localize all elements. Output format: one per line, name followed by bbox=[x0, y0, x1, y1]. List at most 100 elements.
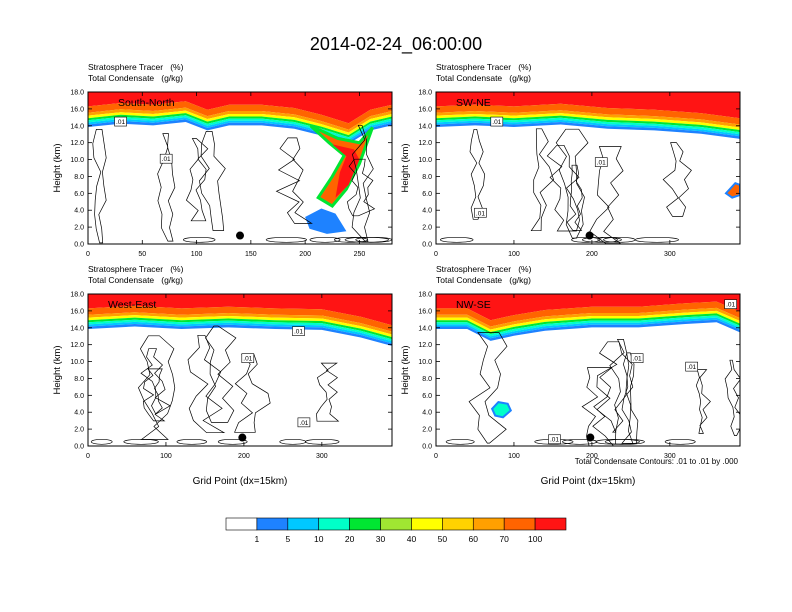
svg-text:.01: .01 bbox=[687, 364, 696, 371]
location-marker bbox=[586, 433, 595, 442]
colorbar-label: 40 bbox=[407, 534, 417, 544]
y-tick-label: 6.0 bbox=[74, 191, 84, 198]
svg-text:.01: .01 bbox=[492, 119, 501, 126]
y-tick-label: 0.0 bbox=[422, 242, 432, 249]
condensate-contours bbox=[92, 124, 392, 244]
colorbar-label: 1 bbox=[255, 534, 260, 544]
location-marker bbox=[236, 231, 244, 240]
y-tick-label: 10.0 bbox=[70, 157, 84, 164]
colorbar-swatch bbox=[349, 517, 381, 531]
y-tick-label: 2.0 bbox=[74, 225, 84, 232]
header-tracer: Stratosphere Tracer (%) bbox=[436, 264, 532, 274]
y-tick-label: 8.0 bbox=[74, 376, 84, 383]
tracer-band bbox=[88, 294, 392, 326]
tracer-band bbox=[436, 113, 740, 130]
y-tick-label: 2.0 bbox=[422, 225, 432, 232]
contour-label: .01 bbox=[474, 207, 487, 218]
panel-name: South-North bbox=[118, 97, 175, 109]
y-tick-label: 6.0 bbox=[422, 393, 432, 400]
x-tick-label: 0 bbox=[434, 251, 438, 258]
tracer-band bbox=[88, 315, 392, 338]
y-tick-label: 12.0 bbox=[70, 140, 84, 147]
tracer-band bbox=[436, 313, 740, 335]
plot-area bbox=[436, 92, 740, 244]
tracer-band bbox=[88, 321, 392, 344]
x-tick-label: 300 bbox=[316, 453, 328, 460]
y-tick-label: 8.0 bbox=[74, 174, 84, 181]
y-tick-label: 12.0 bbox=[70, 342, 84, 349]
tracer-band bbox=[88, 92, 392, 124]
y-tick-label: 6.0 bbox=[422, 191, 432, 198]
y-tick-label: 10.0 bbox=[70, 359, 84, 366]
colorbar-swatch bbox=[442, 517, 474, 531]
y-tick-label: 16.0 bbox=[418, 106, 432, 113]
y-tick-label: 0.0 bbox=[74, 242, 84, 249]
y-tick-label: 0.0 bbox=[74, 444, 84, 451]
colorbar-label: 70 bbox=[499, 534, 509, 544]
tracer-band bbox=[436, 117, 740, 135]
x-tick-label: 150 bbox=[245, 251, 257, 258]
y-tick-label: 10.0 bbox=[418, 359, 432, 366]
plot-area bbox=[88, 294, 392, 446]
y-tick-label: 6.0 bbox=[74, 393, 84, 400]
tracer-low-blob bbox=[305, 208, 347, 234]
tracer-band bbox=[436, 307, 740, 330]
plot-frame bbox=[435, 293, 741, 447]
tracer-band bbox=[88, 324, 392, 346]
x-tick-label: 200 bbox=[238, 453, 250, 460]
tracer-intrusion-core bbox=[332, 144, 360, 198]
colorbar-label: 20 bbox=[345, 534, 355, 544]
tracer-band bbox=[88, 319, 392, 342]
y-tick-label: 18.0 bbox=[418, 292, 432, 299]
tracer-band bbox=[436, 115, 740, 133]
y-tick-label: 8.0 bbox=[422, 376, 432, 383]
figure-title: 2014-02-24_06:00:00 bbox=[310, 34, 482, 55]
tracer-band bbox=[88, 305, 392, 332]
x-axis-label: Grid Point (dx=15km) bbox=[193, 476, 288, 487]
y-axis-label: Height (km) bbox=[400, 345, 411, 394]
y-tick-label: 2.0 bbox=[74, 427, 84, 434]
colorbar-label: 5 bbox=[285, 534, 290, 544]
x-tick-label: 300 bbox=[664, 453, 676, 460]
x-tick-label: 250 bbox=[354, 251, 366, 258]
tracer-edge-blob bbox=[724, 182, 740, 199]
colorbar-swatch bbox=[411, 517, 443, 531]
svg-text:.01: .01 bbox=[476, 210, 485, 217]
colorbar-swatch bbox=[534, 517, 567, 531]
plot-frame bbox=[87, 91, 393, 245]
tracer-band bbox=[88, 110, 392, 136]
svg-text:.01: .01 bbox=[633, 356, 642, 363]
colorbar-label: 100 bbox=[528, 534, 542, 544]
y-tick-label: 16.0 bbox=[418, 308, 432, 315]
svg-text:.01: .01 bbox=[299, 420, 308, 427]
y-axis-label: Height (km) bbox=[52, 143, 63, 192]
plot-frame bbox=[87, 293, 393, 447]
y-tick-label: 4.0 bbox=[422, 208, 432, 215]
colorbar-swatch bbox=[225, 517, 258, 531]
y-tick-label: 4.0 bbox=[422, 410, 432, 417]
contour-label: .01 bbox=[548, 434, 561, 445]
panel-south-north: .01 .01 South-North Stratosphere Tracer (%)… bbox=[52, 62, 393, 258]
tracer-band bbox=[88, 317, 392, 340]
y-tick-label: 14.0 bbox=[418, 123, 432, 130]
y-tick-label: 18.0 bbox=[418, 90, 432, 97]
colorbar-swatch bbox=[318, 517, 350, 531]
x-tick-label: 0 bbox=[86, 251, 90, 258]
y-tick-label: 0.0 bbox=[422, 444, 432, 451]
svg-text:.01: .01 bbox=[116, 119, 125, 126]
colorbar-swatch bbox=[503, 517, 536, 531]
y-tick-label: 14.0 bbox=[70, 325, 84, 332]
header-condensate: Total Condensate (g/kg) bbox=[88, 275, 183, 285]
x-tick-label: 300 bbox=[664, 251, 676, 258]
header-tracer: Stratosphere Tracer (%) bbox=[436, 62, 532, 72]
tracer-band bbox=[436, 310, 740, 332]
panel-nw-se: .01 .01 .01 .01 NW-SE Stratosphere Tracer (%)… bbox=[400, 264, 741, 487]
colorbar-swatch bbox=[472, 517, 505, 531]
header-condensate: Total Condensate (g/kg) bbox=[88, 73, 183, 83]
header-condensate: Total Condensate (g/kg) bbox=[436, 275, 531, 285]
tracer-band bbox=[436, 319, 740, 341]
tracer-blob bbox=[490, 401, 513, 419]
x-tick-label: 100 bbox=[508, 453, 520, 460]
y-tick-label: 8.0 bbox=[422, 174, 432, 181]
